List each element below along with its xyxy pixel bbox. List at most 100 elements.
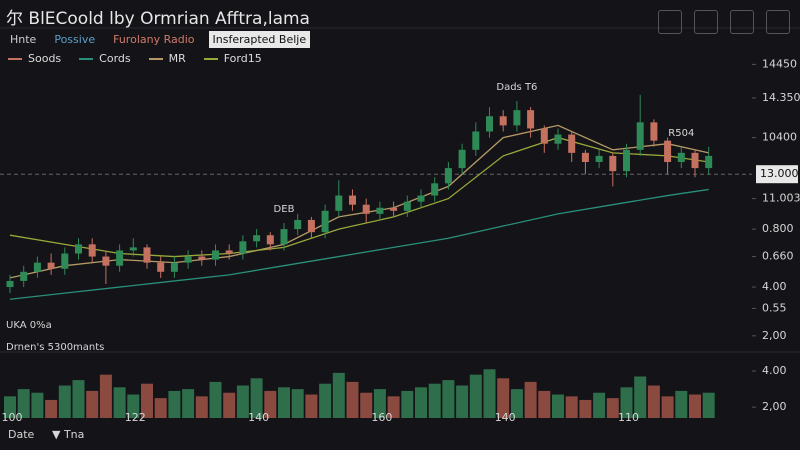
tabs: Hnte Possive Furolany Radio Insferapted … — [6, 31, 311, 48]
volume-bar — [127, 394, 140, 418]
y-tick-label: 10400 — [762, 131, 797, 144]
candle-body — [472, 131, 480, 150]
candle-body — [239, 241, 247, 254]
volume-bar — [264, 390, 277, 418]
candle-body — [705, 155, 713, 169]
volume-bar — [223, 392, 236, 418]
y-tick-label: 4.00 — [762, 364, 787, 377]
volume-bar — [195, 396, 208, 418]
volume-bar — [319, 383, 332, 418]
candle-body — [143, 247, 151, 263]
tab[interactable]: Possive — [54, 33, 96, 46]
y-tick-label: 2,00 — [762, 329, 787, 342]
candle-body — [116, 250, 124, 266]
volume-bar — [58, 385, 71, 418]
icon[interactable] — [694, 10, 718, 34]
candle-body — [486, 116, 493, 132]
legend-swatch — [203, 57, 218, 60]
candle-body — [266, 235, 274, 245]
volume-bar — [579, 399, 592, 418]
candle-body — [75, 244, 82, 254]
candle-body — [335, 195, 343, 211]
volume-bar — [209, 381, 222, 418]
candle-body — [390, 207, 398, 211]
volume-bar — [31, 392, 44, 418]
volume-bar — [99, 374, 112, 418]
legend-item[interactable]: Ford15 — [203, 52, 262, 65]
volume-bar — [620, 387, 633, 418]
icon[interactable] — [730, 10, 754, 34]
candle-body — [403, 201, 411, 211]
tab[interactable]: Hnte — [10, 33, 37, 46]
candle-body — [225, 250, 233, 254]
price-box — [756, 165, 798, 184]
icon[interactable] — [658, 10, 682, 34]
volume-bar — [141, 383, 153, 418]
volume-bar — [538, 390, 551, 418]
legend-item[interactable]: Cords — [79, 52, 131, 65]
candle-body — [47, 262, 55, 269]
candle-body — [184, 256, 192, 263]
volume-bar — [291, 389, 304, 418]
candle-body — [595, 155, 603, 162]
candle-body — [33, 262, 41, 272]
x-tick-label: 160 — [371, 411, 392, 424]
volume-bar — [236, 385, 249, 418]
x-tick-label: 122 — [125, 411, 146, 424]
indicator-label: UKA 0%a — [6, 320, 52, 331]
legend-label: Ford15 — [223, 52, 262, 65]
candle-body — [61, 253, 69, 269]
candle-body — [623, 149, 630, 172]
candle-body — [280, 229, 288, 245]
candle-body — [664, 140, 672, 162]
volume-bar — [483, 369, 496, 418]
volume-bar — [634, 376, 647, 418]
candle-body — [198, 256, 206, 260]
y-tick-label: 14450 — [762, 57, 797, 70]
candle-body — [581, 152, 589, 162]
ma-line — [9, 136, 709, 258]
volume-title: Drnen's 5300mants — [6, 342, 104, 353]
volume-bar — [373, 389, 386, 418]
toolbar — [658, 10, 790, 34]
candle-body — [527, 110, 535, 129]
volume-bar — [497, 378, 510, 418]
legend-item[interactable]: MR — [148, 52, 186, 65]
volume-bar — [606, 398, 619, 418]
footer-right: ▼ Tna — [52, 428, 84, 441]
legend-label: Cords — [99, 52, 131, 65]
volume-bar — [661, 396, 674, 418]
legend-swatch — [8, 57, 22, 60]
footer-left: Date — [8, 428, 35, 441]
legend-item[interactable]: Soods — [8, 52, 61, 65]
tab[interactable]: Furolany Radio — [113, 33, 195, 46]
candle-body — [513, 110, 521, 126]
volume-bar — [305, 394, 318, 418]
legend-swatch — [148, 57, 163, 60]
x-tick-label: 140 — [248, 411, 269, 424]
candle-body — [321, 210, 329, 233]
volume-bar — [552, 394, 564, 418]
price-label: 13.000 — [760, 167, 799, 180]
candle-body — [212, 250, 219, 260]
x-tick-label: 110 — [618, 411, 639, 424]
candle-body — [499, 116, 507, 126]
tab[interactable]: Insferapted Belje — [208, 31, 311, 48]
icon[interactable] — [766, 10, 790, 34]
volume-bar — [510, 389, 523, 418]
candle-body — [170, 262, 178, 272]
volume-bar — [360, 392, 373, 418]
legend: Soods Cords MR Ford15 — [8, 52, 262, 65]
y-tick-label: 0.660 — [762, 250, 794, 263]
candle-body — [376, 207, 384, 214]
annotation: DEB — [274, 204, 295, 215]
legend-swatch — [79, 57, 94, 60]
volume-bar — [45, 399, 58, 418]
y-tick-label: 14.350 — [762, 91, 800, 104]
candle-body — [540, 128, 548, 144]
volume-bar — [675, 390, 688, 418]
candle-body — [294, 219, 302, 230]
volume-bar — [332, 372, 345, 418]
